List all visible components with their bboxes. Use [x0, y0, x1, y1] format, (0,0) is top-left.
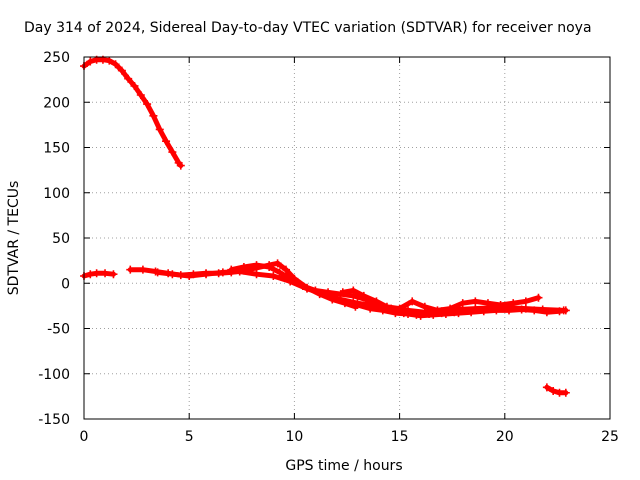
data-point	[265, 262, 274, 271]
series-arc-high	[80, 55, 185, 170]
data-point	[542, 383, 551, 392]
data-point	[176, 161, 185, 170]
data-point	[416, 311, 425, 320]
y-tick-label: 100	[43, 186, 70, 202]
data-point	[372, 297, 381, 306]
data-point	[366, 304, 375, 313]
x-tick-label: 0	[80, 429, 89, 445]
data-point	[105, 56, 114, 65]
y-tick-label: -150	[38, 412, 70, 428]
data-point	[92, 269, 101, 278]
data-point	[269, 272, 278, 281]
data-point	[420, 302, 429, 311]
data-point	[479, 307, 488, 316]
data-point	[509, 299, 518, 308]
data-point	[555, 307, 564, 316]
data-point	[349, 286, 358, 295]
data-point	[378, 306, 387, 315]
y-tick-label: 250	[43, 50, 70, 66]
x-tick-label: 15	[391, 429, 409, 445]
data-point	[218, 268, 227, 277]
data-point	[252, 270, 261, 279]
data-point	[404, 310, 413, 319]
data-point	[86, 270, 95, 279]
data-point	[101, 269, 110, 278]
series-layer	[80, 55, 570, 397]
data-point	[429, 310, 438, 319]
data-point	[467, 308, 476, 317]
data-point	[458, 299, 467, 308]
data-point	[471, 297, 480, 306]
data-point	[275, 268, 284, 277]
data-point	[353, 300, 362, 309]
data-point	[441, 310, 450, 319]
data-point	[162, 137, 171, 146]
data-point	[273, 259, 282, 268]
data-point	[391, 309, 400, 318]
series-arc-f	[353, 300, 570, 320]
data-point	[185, 272, 194, 281]
series-line	[81, 57, 184, 169]
data-point	[530, 306, 539, 315]
x-tick-label: 5	[185, 429, 194, 445]
data-point	[534, 293, 543, 302]
data-point	[286, 274, 295, 283]
data-point	[153, 268, 162, 277]
data-point	[202, 270, 211, 279]
data-point	[227, 265, 236, 274]
x-axis-label: GPS time / hours	[285, 458, 402, 474]
y-tick-label: -100	[38, 367, 70, 383]
y-tick-label: 50	[52, 231, 70, 247]
data-point	[168, 148, 177, 157]
series-arc-a	[80, 269, 118, 281]
data-point	[86, 57, 95, 66]
data-point	[561, 388, 570, 397]
data-point	[492, 306, 501, 315]
data-point	[117, 66, 126, 75]
x-tick-label: 20	[496, 429, 514, 445]
data-point	[138, 265, 147, 274]
data-point	[239, 262, 248, 271]
y-tick-label: -50	[47, 322, 70, 338]
tick-layer: 0 5 10 15 20 25 -150 -100 -50 0 50 100 150 200 250	[38, 50, 619, 445]
x-tick-label: 10	[285, 429, 303, 445]
data-point	[454, 309, 463, 318]
data-point	[252, 261, 261, 270]
data-point	[130, 81, 139, 90]
data-point	[136, 91, 145, 100]
data-point	[111, 60, 120, 69]
series-arc-g	[542, 383, 570, 397]
data-point	[109, 270, 118, 279]
data-point	[324, 288, 333, 297]
data-point	[168, 270, 177, 279]
data-point	[505, 306, 514, 315]
data-point	[521, 297, 530, 306]
data-point	[517, 305, 526, 314]
grid-layer	[84, 57, 610, 419]
data-point	[281, 265, 290, 274]
y-tick-label: 0	[61, 276, 70, 292]
x-tick-label: 25	[601, 429, 619, 445]
data-point	[143, 100, 152, 109]
y-axis-label: SDTVAR / TECUs	[6, 181, 22, 296]
data-point	[298, 281, 307, 290]
y-tick-label: 150	[43, 141, 70, 157]
data-point	[155, 125, 164, 134]
data-point	[124, 74, 133, 83]
data-point	[311, 286, 320, 295]
y-tick-label: 200	[43, 95, 70, 111]
data-point	[126, 265, 135, 274]
data-point	[149, 111, 158, 120]
data-point	[338, 288, 347, 297]
data-point	[359, 291, 368, 300]
data-point	[561, 306, 570, 315]
data-point	[549, 386, 558, 395]
data-point	[483, 299, 492, 308]
data-point	[496, 300, 505, 309]
data-point	[408, 297, 417, 306]
data-point	[542, 308, 551, 317]
chart-title: Day 314 of 2024, Sidereal Day-to-day VTE…	[24, 20, 592, 36]
plot-frame	[83, 56, 611, 420]
